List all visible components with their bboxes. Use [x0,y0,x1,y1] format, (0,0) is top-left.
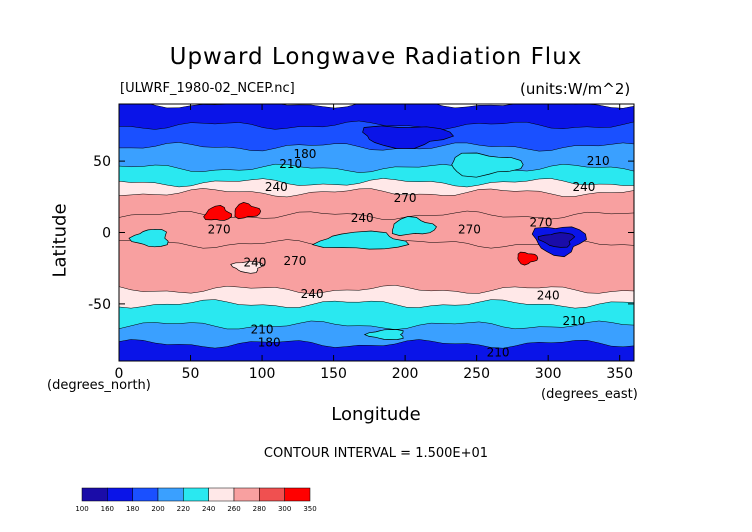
heatmap-feature [391,216,437,236]
x-tick-label: 350 [606,366,633,382]
contour-label: 270 [208,223,231,237]
heatmap-feature [311,230,410,250]
contour-interval-note: CONTOUR INTERVAL = 1.500E+01 [263,446,489,461]
x-tick-label: 300 [535,366,562,382]
colorbar-label: 350 [303,505,316,513]
colorbar-swatch [284,487,311,502]
colorbar-label: 100 [75,505,88,513]
colorbar-label: 160 [101,505,114,513]
colorbar-swatch [259,487,285,502]
heatmap-feature [363,329,404,340]
y-tick-label: -50 [88,297,111,313]
heatmap-band [119,339,634,361]
units-label: (units:W/m^2) [520,80,631,98]
colorbar-label: 240 [202,505,215,513]
contour-label: 210 [587,154,610,168]
contour-label: 240 [243,255,266,269]
x-tick-label: 100 [249,366,276,382]
colorbar-swatch [233,487,260,502]
colorbar-label: 180 [126,505,139,513]
heatmap-feature [203,205,232,221]
contour-label: 240 [572,180,595,194]
contour-label: 240 [301,287,324,301]
colorbar-swatch [208,487,235,502]
colorbar-swatch [107,487,133,502]
y-tick-label: 0 [102,226,111,242]
chart-title: Upward Longwave Radiation Flux [169,44,583,70]
colorbar-swatch [157,487,184,502]
heatmap-band [119,299,634,332]
heatmap-feature [451,152,524,178]
heatmap-feature [537,232,576,248]
contour-label: 180 [294,147,317,161]
contour-label: 240 [265,180,288,194]
heatmap-feature [517,251,539,266]
x-tick-label: 0 [115,366,124,382]
x-tick-label: 200 [392,366,419,382]
contour-label: 270 [394,191,417,205]
file-label: [ULWRF_1980-02_NCEP.nc] [120,81,295,96]
heatmap-feature [230,260,264,274]
x-tick-label: 150 [320,366,347,382]
colorbar-label: 220 [177,505,190,513]
contour-label: 210 [562,314,585,328]
heatmap-feature [234,202,262,220]
x-axis-label: Longitude [331,404,421,425]
colorbar-label: 200 [151,505,164,513]
colorbar-swatch [132,487,159,502]
y-tick-label: 50 [93,154,111,170]
contour-label: 210 [251,323,274,337]
heatmap-band [119,210,634,251]
contour-label: 270 [530,216,553,230]
x-tick-label: 250 [463,366,490,382]
colorbar-swatch [183,487,209,502]
contour-label: 180 [258,335,281,349]
colorbar-swatch [81,487,108,502]
x-unit-label: (degrees_east) [541,387,638,402]
contour-label: 270 [458,223,481,237]
contour-label: 270 [284,254,307,268]
colorbar-label: 300 [278,505,291,513]
contour-label: 240 [351,211,374,225]
colorbar-label: 260 [227,505,240,513]
heatmap-feature [362,125,455,149]
contour-label: 210 [487,345,510,359]
colorbar-label: 280 [253,505,266,513]
heatmap-feature [128,228,169,248]
y-unit-label: (degrees_north) [47,378,151,393]
x-tick-label: 50 [182,366,200,382]
contour-label: 240 [537,288,560,302]
contour-label: 210 [279,157,302,171]
